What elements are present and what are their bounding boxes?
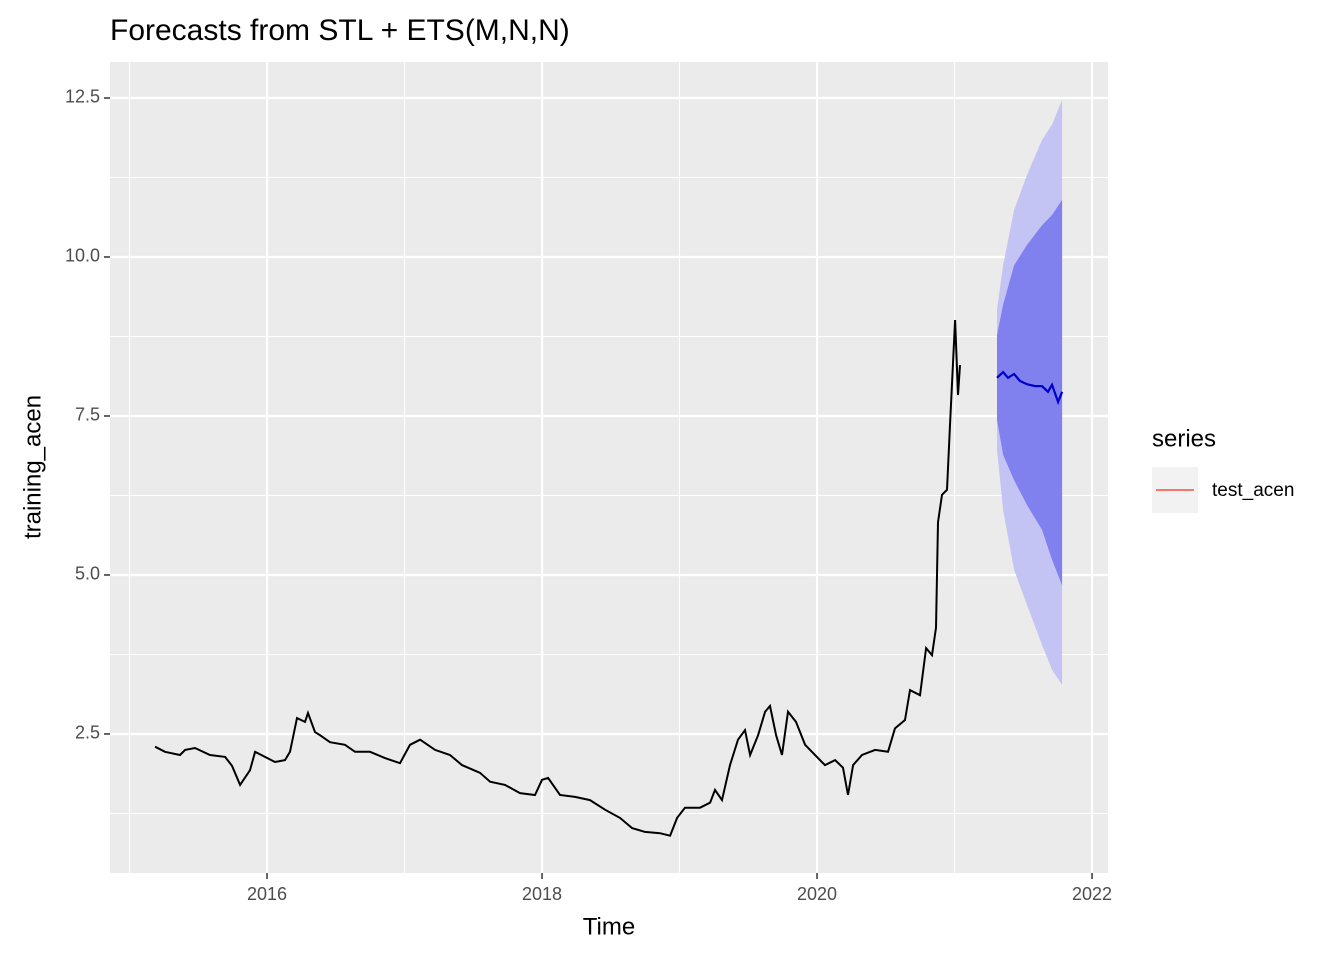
y-tick-label: 2.5	[75, 723, 100, 743]
chart-title: Forecasts from STL + ETS(M,N,N)	[110, 14, 570, 47]
y-axis-title: training_acen	[19, 395, 46, 539]
x-tick-label: 2022	[1072, 884, 1112, 904]
y-tick-label: 7.5	[75, 405, 100, 425]
forecast-line	[996, 370, 1064, 406]
prediction-interval	[997, 199, 1063, 586]
y-tick-label: 5.0	[75, 564, 100, 584]
x-tick-label: 2018	[522, 884, 562, 904]
legend-title: series	[1152, 425, 1216, 452]
x-axis-title: Time	[583, 913, 635, 940]
panel	[110, 62, 1108, 873]
x-tick-label: 2016	[247, 884, 287, 904]
history-line	[154, 319, 961, 837]
y-tick-label: 10.0	[65, 246, 100, 266]
x-tick-label: 2020	[797, 884, 837, 904]
legend-label: test_acen	[1212, 480, 1294, 501]
y-tick-label: 12.5	[65, 87, 100, 107]
